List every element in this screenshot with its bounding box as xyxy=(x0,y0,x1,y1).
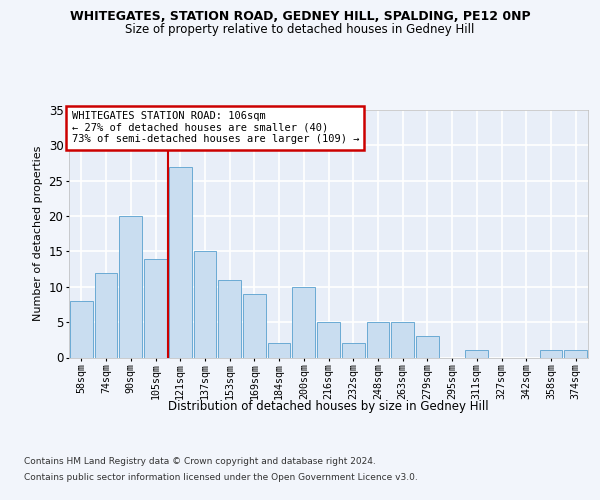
Bar xyxy=(416,336,439,357)
Text: Contains HM Land Registry data © Crown copyright and database right 2024.: Contains HM Land Registry data © Crown c… xyxy=(24,458,376,466)
Bar xyxy=(268,344,290,357)
Bar xyxy=(539,350,562,358)
Bar xyxy=(564,350,587,358)
Text: Contains public sector information licensed under the Open Government Licence v3: Contains public sector information licen… xyxy=(24,472,418,482)
Bar xyxy=(391,322,414,358)
Text: WHITEGATES STATION ROAD: 106sqm
← 27% of detached houses are smaller (40)
73% of: WHITEGATES STATION ROAD: 106sqm ← 27% of… xyxy=(71,111,359,144)
Bar xyxy=(95,272,118,358)
Bar xyxy=(144,258,167,358)
Bar xyxy=(70,301,93,358)
Bar xyxy=(243,294,266,358)
Bar xyxy=(367,322,389,358)
Bar xyxy=(292,287,315,358)
Text: Size of property relative to detached houses in Gedney Hill: Size of property relative to detached ho… xyxy=(125,22,475,36)
Bar xyxy=(169,166,191,358)
Bar xyxy=(317,322,340,358)
Bar xyxy=(194,252,216,358)
Bar xyxy=(466,350,488,358)
Bar xyxy=(342,344,365,357)
Text: Distribution of detached houses by size in Gedney Hill: Distribution of detached houses by size … xyxy=(169,400,489,413)
Text: WHITEGATES, STATION ROAD, GEDNEY HILL, SPALDING, PE12 0NP: WHITEGATES, STATION ROAD, GEDNEY HILL, S… xyxy=(70,10,530,23)
Y-axis label: Number of detached properties: Number of detached properties xyxy=(33,146,43,322)
Bar xyxy=(218,280,241,357)
Bar xyxy=(119,216,142,358)
